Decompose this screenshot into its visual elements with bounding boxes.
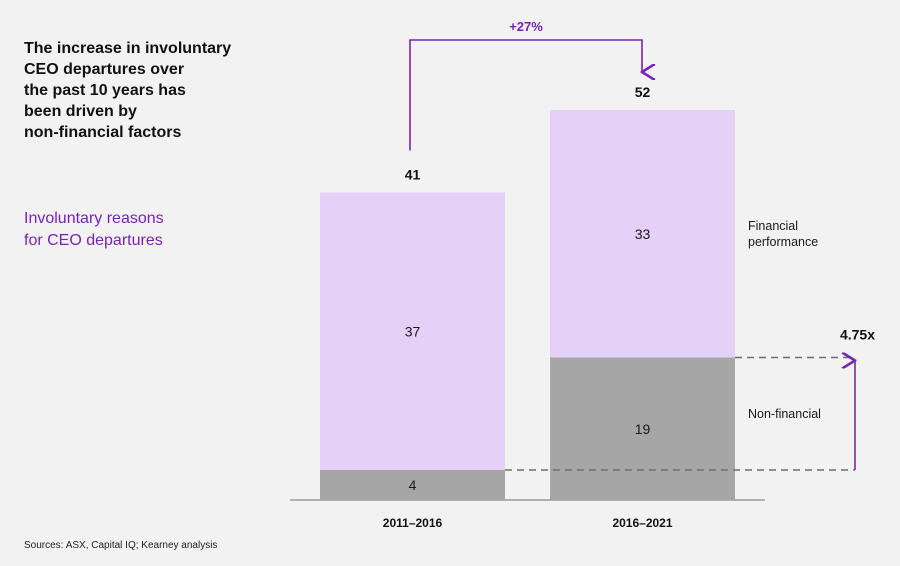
bar-non-financial-1 xyxy=(320,470,505,500)
bar-non-financial-2 xyxy=(550,357,735,500)
value-label-financial-2: 33 xyxy=(635,226,651,242)
multiplier-label: 4.75x xyxy=(840,327,875,343)
bar-financial-2 xyxy=(550,110,735,358)
total-label-1: 41 xyxy=(405,167,421,183)
value-label-non-financial-1: 4 xyxy=(409,477,417,493)
legend-financial-performance: Financial performance xyxy=(748,219,818,249)
value-label-non-financial-2: 19 xyxy=(635,421,651,437)
category-label-1: 2011–2016 xyxy=(383,516,443,530)
growth-label: +27% xyxy=(509,19,543,34)
category-label-2: 2016–2021 xyxy=(612,516,672,530)
growth-bracket-arrow xyxy=(409,39,642,151)
chart-title: The increase in involuntary CEO departur… xyxy=(24,40,232,141)
chart-subtitle: Involuntary reasons for CEO departures xyxy=(24,210,164,249)
value-label-financial-1: 37 xyxy=(405,323,421,339)
total-label-2: 52 xyxy=(635,84,651,100)
legend-non-financial: Non-financial xyxy=(748,407,821,421)
source-note: Sources: ASX, Capital IQ; Kearney analys… xyxy=(24,540,218,551)
bar-financial-1 xyxy=(320,192,505,470)
